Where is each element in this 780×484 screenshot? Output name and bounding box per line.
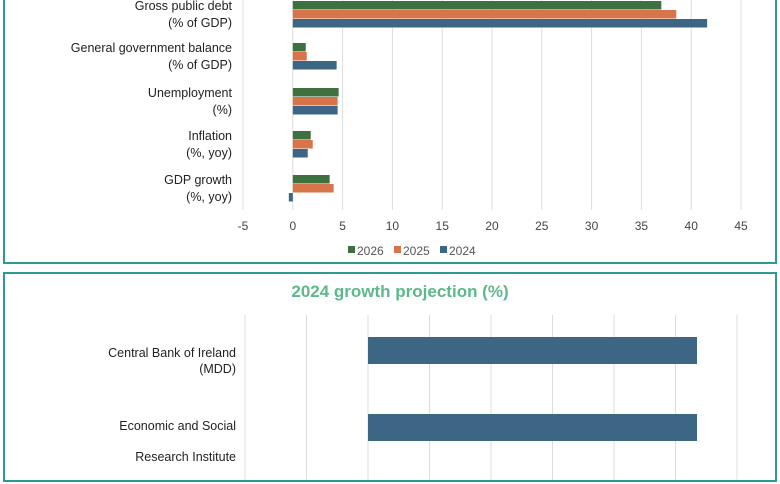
bar: [368, 414, 698, 441]
x-tick-label: 10: [386, 219, 400, 233]
x-tick-label: 20: [485, 219, 499, 233]
bar-2024: [292, 61, 337, 70]
category-label: Research Institute: [135, 450, 236, 464]
category-label: Unemployment: [148, 86, 233, 100]
legend-label: 2026: [357, 244, 384, 258]
growth-projection-chart: 2024 growth projection (%) Central Bank o…: [108, 282, 738, 480]
x-tick-label: 15: [436, 219, 450, 233]
bar-2026: [292, 88, 339, 97]
category-label: Economic and Social: [119, 419, 236, 433]
x-tick-label: 0: [289, 219, 296, 233]
bar-2024: [288, 193, 293, 202]
category-label: Inflation: [188, 129, 232, 143]
x-tick-label: 30: [585, 219, 599, 233]
legend-label: 2024: [449, 244, 476, 258]
bar-2025: [292, 10, 677, 19]
bar-2025: [292, 184, 334, 193]
legend-swatch-2025: [394, 246, 401, 253]
bar: [368, 337, 698, 364]
x-tick-label: 25: [535, 219, 549, 233]
chart-title: 2024 growth projection (%): [291, 282, 508, 301]
x-tick-label: 40: [685, 219, 699, 233]
legend-label: 2025: [403, 244, 430, 258]
category-label: Gross public debt: [135, 0, 233, 13]
indicators-chart-panel: -5 0 5 10 15 20 25 30 35 40 45 Gross public debt (% …: [3, 0, 777, 264]
category-label: GDP growth: [164, 173, 232, 187]
bar-2024: [292, 149, 308, 158]
bar-2025: [292, 97, 338, 106]
growth-projection-panel: 2024 growth projection (%) Central Bank o…: [3, 272, 777, 482]
x-tick-label: -5: [238, 219, 249, 233]
legend-swatch-2026: [348, 246, 355, 253]
bar-2025: [292, 140, 313, 149]
x-tick-label: 35: [635, 219, 649, 233]
bar-2024: [292, 19, 708, 28]
category-label: (% of GDP): [168, 16, 232, 30]
category-label: (MDD): [199, 362, 236, 376]
x-tick-label: 5: [339, 219, 346, 233]
bar-2026: [292, 43, 306, 52]
category-label: General government balance: [71, 41, 232, 55]
category-label: (%, yoy): [186, 146, 232, 160]
bar-2026: [292, 1, 662, 10]
bar-2024: [292, 106, 338, 115]
bar-2026: [292, 131, 311, 140]
bar-2026: [292, 175, 330, 184]
category-label: (%): [213, 103, 232, 117]
x-tick-label: 45: [734, 219, 748, 233]
category-label: (% of GDP): [168, 58, 232, 72]
legend-swatch-2024: [440, 246, 447, 253]
category-label: Central Bank of Ireland: [108, 346, 236, 360]
category-label: (%, yoy): [186, 190, 232, 204]
bar-2025: [292, 52, 307, 61]
